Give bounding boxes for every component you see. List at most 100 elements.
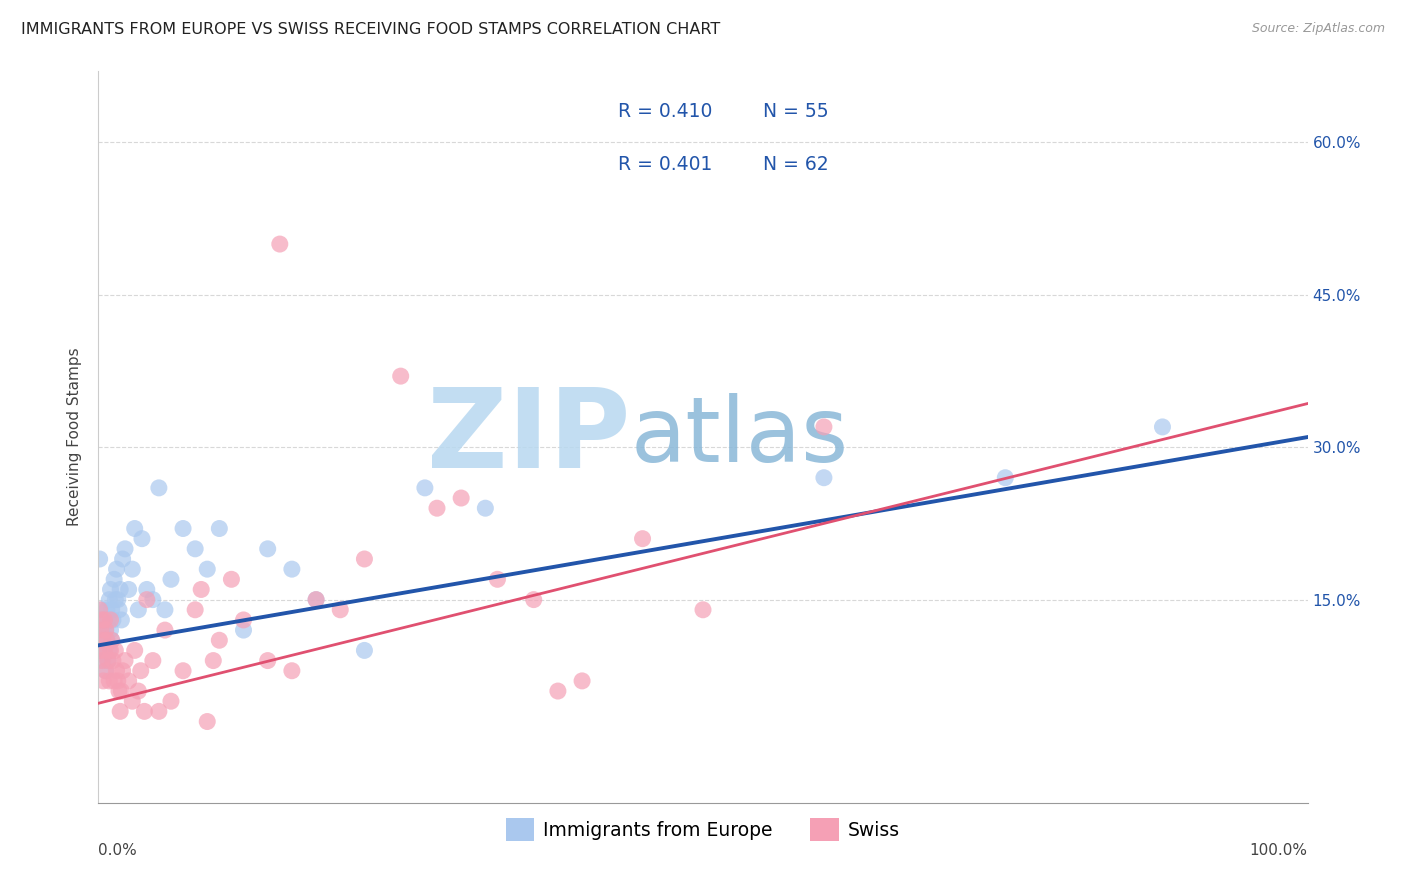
Point	[111, 552, 134, 566]
Point	[547, 684, 569, 698]
Point	[97, 613, 120, 627]
Point	[474, 501, 496, 516]
Text: N = 62: N = 62	[763, 154, 830, 174]
Point	[100, 633, 122, 648]
Point	[142, 654, 165, 668]
Point	[135, 592, 157, 607]
Point	[221, 572, 243, 586]
Point	[100, 643, 122, 657]
Point	[89, 643, 111, 657]
Text: 100.0%: 100.0%	[1250, 843, 1308, 858]
Point	[135, 582, 157, 597]
Point	[232, 623, 254, 637]
Point	[148, 705, 170, 719]
Point	[91, 654, 114, 668]
Point	[101, 613, 124, 627]
Point	[90, 623, 112, 637]
Point	[91, 633, 114, 648]
Point	[93, 643, 115, 657]
Point	[160, 694, 183, 708]
Point	[134, 705, 156, 719]
Point	[103, 572, 125, 586]
Point	[127, 684, 149, 698]
Point	[172, 521, 194, 535]
Point	[127, 603, 149, 617]
Point	[184, 541, 207, 556]
Point	[100, 582, 122, 597]
Point	[208, 521, 231, 535]
Point	[98, 673, 121, 688]
Point	[190, 582, 212, 597]
Point	[105, 562, 128, 576]
Point	[89, 552, 111, 566]
Point	[269, 237, 291, 252]
Point	[353, 643, 375, 657]
Point	[108, 582, 131, 597]
Legend: Immigrants from Europe, Swiss: Immigrants from Europe, Swiss	[499, 811, 907, 848]
Point	[523, 592, 546, 607]
Point	[1152, 420, 1174, 434]
Point	[195, 714, 218, 729]
Point	[142, 592, 165, 607]
Point	[281, 664, 304, 678]
Point	[105, 664, 128, 678]
Point	[97, 654, 120, 668]
Point	[172, 664, 194, 678]
Point	[104, 592, 127, 607]
Point	[692, 603, 714, 617]
Point	[96, 633, 118, 648]
Point	[100, 633, 122, 648]
Point	[114, 654, 136, 668]
Point	[91, 613, 114, 627]
Point	[103, 673, 125, 688]
Text: 0.0%: 0.0%	[98, 843, 138, 858]
Point	[98, 643, 121, 657]
Point	[124, 643, 146, 657]
Point	[91, 623, 114, 637]
Point	[93, 613, 115, 627]
Point	[108, 705, 131, 719]
Point	[90, 643, 112, 657]
Point	[97, 654, 120, 668]
Point	[256, 654, 278, 668]
Text: ZIP: ZIP	[427, 384, 630, 491]
Point	[118, 673, 141, 688]
Point	[202, 654, 225, 668]
Point	[107, 592, 129, 607]
Point	[101, 654, 124, 668]
Point	[195, 562, 218, 576]
Point	[100, 623, 122, 637]
Text: N = 55: N = 55	[763, 102, 830, 121]
Point	[110, 613, 132, 627]
Point	[148, 481, 170, 495]
Text: R = 0.401: R = 0.401	[619, 154, 713, 174]
Point	[94, 664, 117, 678]
Point	[96, 633, 118, 648]
Point	[305, 592, 328, 607]
Text: atlas: atlas	[630, 393, 849, 481]
Point	[104, 643, 127, 657]
Point	[93, 643, 115, 657]
Point	[232, 613, 254, 627]
Point	[111, 664, 134, 678]
Point	[110, 684, 132, 698]
Point	[129, 664, 152, 678]
Point	[329, 603, 352, 617]
Point	[208, 633, 231, 648]
Point	[281, 562, 304, 576]
Text: Source: ZipAtlas.com: Source: ZipAtlas.com	[1251, 22, 1385, 36]
Point	[994, 471, 1017, 485]
Point	[450, 491, 472, 505]
Point	[91, 654, 114, 668]
Point	[305, 592, 328, 607]
Point	[91, 633, 114, 648]
Point	[353, 552, 375, 566]
Point	[813, 471, 835, 485]
Point	[124, 521, 146, 535]
Point	[571, 673, 593, 688]
Text: R = 0.410: R = 0.410	[619, 102, 713, 121]
Point	[153, 603, 176, 617]
Point	[486, 572, 509, 586]
Point	[153, 623, 176, 637]
Point	[91, 673, 114, 688]
